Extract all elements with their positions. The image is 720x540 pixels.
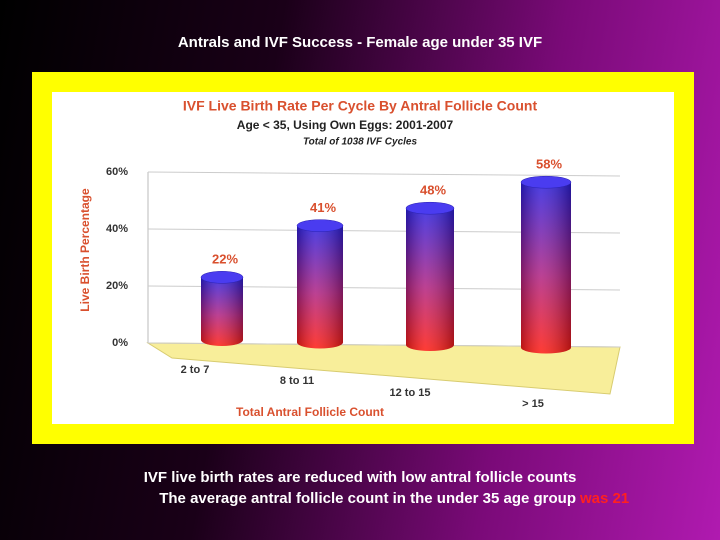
bar-shade	[521, 182, 571, 354]
bar-shade	[201, 277, 243, 346]
x-tick-label: 12 to 15	[390, 387, 431, 399]
x-tick-label: 8 to 11	[280, 375, 314, 387]
grid-line	[147, 171, 621, 177]
plot: 0% 20% 40% 60% 22% 2 to 7 41% 8 to 11 48% 12 to 1…	[106, 157, 621, 410]
value-label: 41%	[310, 200, 336, 215]
value-label: 48%	[420, 183, 446, 198]
slide-title: Antrals and IVF Success - Female age und…	[178, 34, 542, 51]
value-label: 58%	[536, 157, 562, 172]
bar-top	[520, 175, 572, 189]
x-axis-label: Total Antral Follicle Count	[236, 405, 384, 419]
x-tick-label: 2 to 7	[181, 364, 210, 376]
x-tick-label: > 15	[522, 398, 544, 410]
y-tick-label: 0%	[112, 337, 128, 349]
value-label: 22%	[212, 252, 238, 267]
bar-top	[200, 271, 244, 284]
y-axis-label: Live Birth Percentage	[78, 188, 92, 312]
y-tick-label: 40%	[106, 223, 128, 235]
caption: IVF live birth rates are reduced with lo…	[144, 469, 577, 486]
bar-top	[296, 219, 344, 232]
bar-shade	[406, 208, 454, 351]
chart-subtitle: Age < 35, Using Own Eggs: 2001-2007	[237, 118, 454, 132]
caption-highlight: was 21	[579, 490, 629, 507]
chart-title: IVF Live Birth Rate Per Cycle By Antral …	[183, 98, 538, 114]
bar-top	[405, 201, 455, 215]
bar-shade	[297, 225, 343, 349]
y-tick-label: 60%	[106, 166, 128, 178]
chart-note: Total of 1038 IVF Cycles	[303, 137, 418, 148]
caption: The average antral follicle count in the…	[159, 490, 576, 507]
y-tick-label: 20%	[106, 280, 128, 292]
